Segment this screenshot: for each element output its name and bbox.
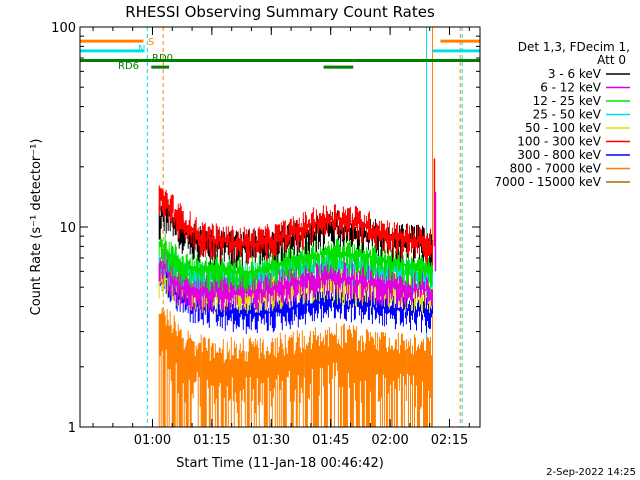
legend-entry-label: 300 - 800 keV: [517, 148, 601, 162]
legend-entry-label: 800 - 7000 keV: [510, 162, 602, 176]
legend-header: Det 1,3, FDecim 1,: [518, 40, 630, 54]
legend-entry-label: 50 - 100 keV: [525, 121, 602, 135]
x-tick-label: 01:00: [134, 433, 171, 448]
legend-entry-label: 3 - 6 keV: [548, 67, 602, 81]
x-tick-label: 01:15: [193, 433, 230, 448]
x-axis-label: Start Time (11-Jan-18 00:46:42): [176, 456, 384, 471]
plot-area: SN RD0 RD6: [80, 27, 480, 427]
x-tick-label: 01:45: [312, 433, 349, 448]
annotation-label: S: [148, 37, 154, 48]
legend-entry-label: 12 - 25 keV: [533, 94, 602, 108]
annotation-label: N: [138, 44, 145, 55]
y-tick-label: 10: [59, 221, 76, 236]
clipped-plot: SN RD0 RD6: [80, 27, 480, 427]
footer-date: 2-Sep-2022 14:25: [546, 467, 636, 478]
axes: 01:00 01:15 01:30 01:45 02:00 02:15 1 10 100: [51, 21, 480, 448]
annotation-label: RD6: [118, 61, 139, 72]
x-tick-label: 02:00: [371, 433, 408, 448]
legend-entry-label: 6 - 12 keV: [540, 81, 602, 95]
legend-entry-label: 7000 - 15000 keV: [494, 175, 601, 189]
legend-entry-label: 25 - 50 keV: [533, 108, 602, 122]
series-line: [158, 185, 433, 266]
y-tick-label: 100: [51, 21, 76, 36]
legend-header: Att 0: [597, 53, 626, 67]
y-tick-label: 1: [68, 421, 76, 436]
annotation-label: RD0: [152, 53, 173, 64]
x-tick-label: 01:30: [253, 433, 290, 448]
series-line: [158, 233, 433, 293]
y-axis-label: Count Rate (s⁻¹ detector⁻¹): [29, 139, 44, 316]
chart-title: RHESSI Observing Summary Count Rates: [125, 3, 435, 21]
legend-entry-label: 100 - 300 keV: [517, 135, 601, 149]
series-line: [158, 308, 433, 427]
x-tick-label: 02:15: [431, 433, 468, 448]
